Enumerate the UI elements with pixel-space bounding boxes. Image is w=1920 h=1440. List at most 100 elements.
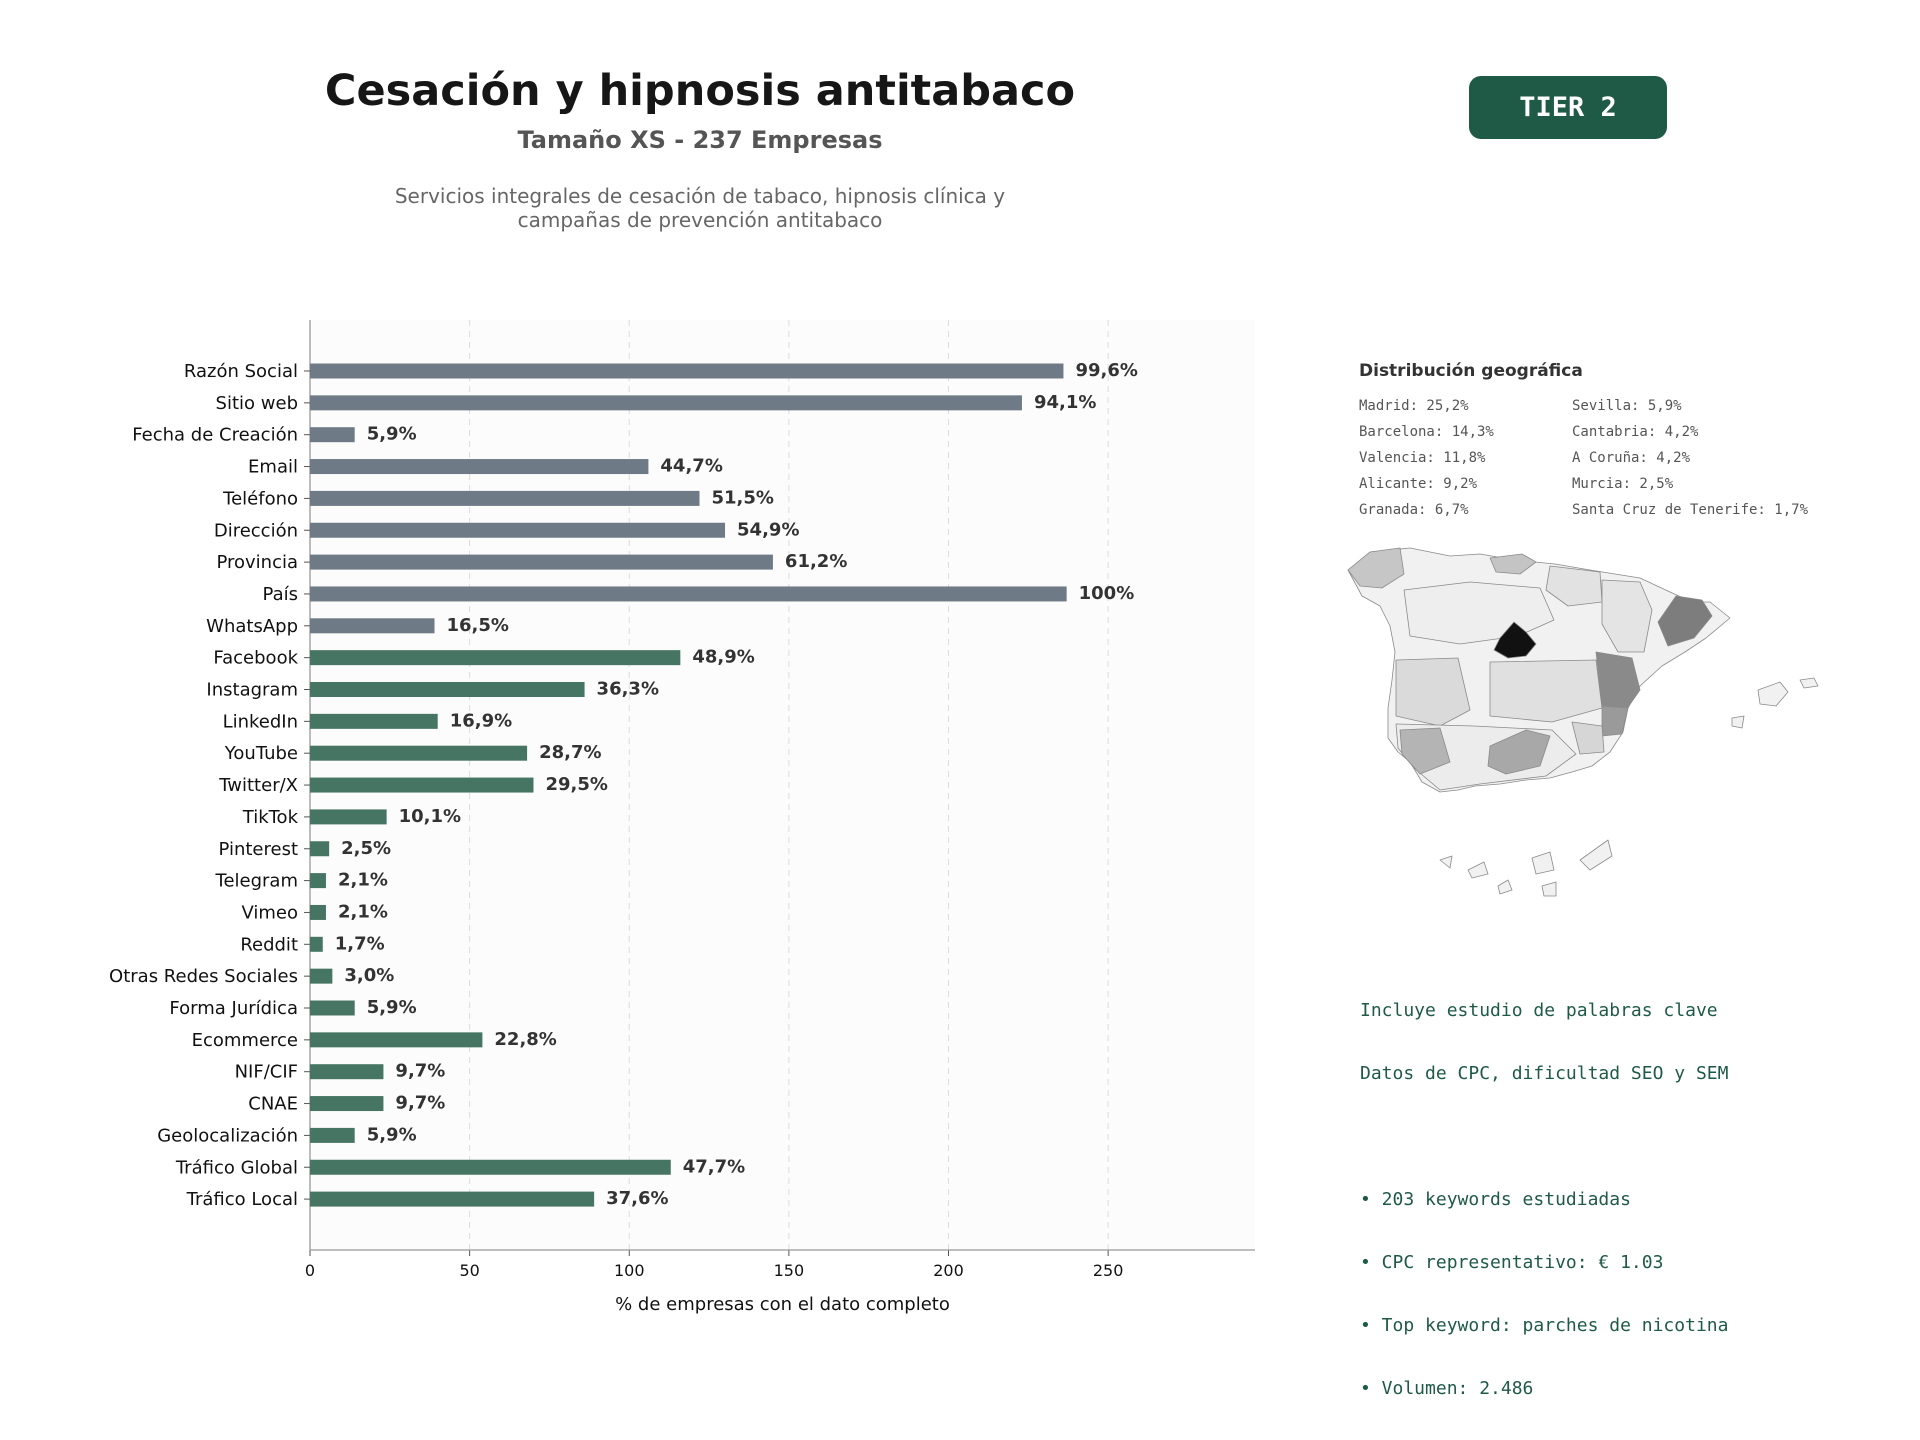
category-label: TikTok [242, 807, 299, 828]
data-label: 2,1% [338, 870, 388, 891]
data-label: 37,6% [606, 1188, 668, 1209]
geo-item: Cantabria: 4,2% [1572, 424, 1699, 440]
map-region-north-interior [1545, 565, 1603, 607]
page-subtitle: Tamaño XS - 237 Empresas [517, 126, 883, 154]
category-label: Forma Jurídica [169, 998, 298, 1019]
category-label: Teléfono [222, 488, 298, 509]
data-label: 3,0% [344, 965, 394, 986]
bar [310, 904, 326, 920]
bar [310, 873, 326, 889]
map-balearic-mallorca [1757, 681, 1789, 707]
map-region-catalonia [1657, 595, 1713, 647]
data-label: 9,7% [395, 1093, 445, 1114]
data-label: 10,1% [399, 806, 461, 827]
category-label: Sitio web [216, 393, 298, 414]
map-region-extremadura [1395, 657, 1471, 727]
category-label: Tráfico Local [186, 1189, 298, 1210]
data-label: 61,2% [785, 551, 847, 572]
keywords-bullet: • Volumen: 2.486 [1360, 1378, 1534, 1399]
data-label: 29,5% [545, 774, 607, 795]
bar [310, 395, 1022, 411]
bar [310, 745, 528, 761]
bar [310, 427, 355, 443]
bar [310, 1000, 355, 1016]
category-label: Razón Social [184, 361, 298, 382]
category-label: Fecha de Creación [132, 425, 298, 446]
map-region-murcia [1571, 721, 1605, 755]
geo-title: Distribución geográfica [1359, 361, 1583, 381]
tier-badge: TIER 2 [1469, 76, 1667, 139]
geo-item: A Coruña: 4,2% [1572, 450, 1691, 466]
keywords-info: Incluye estudio de palabras clave Datos … [1360, 958, 1880, 1420]
category-label: LinkedIn [223, 711, 298, 732]
bar [310, 618, 435, 634]
description-line-2: campañas de prevención antitabaco [517, 208, 883, 232]
map-canary-1 [1439, 855, 1453, 869]
map-region-alicante [1601, 705, 1629, 737]
data-label: 22,8% [494, 1029, 556, 1050]
category-label: CNAE [248, 1094, 298, 1115]
x-tick-label: 100 [614, 1261, 645, 1280]
map-balearic-ibiza [1731, 715, 1745, 729]
category-label: Otras Redes Sociales [109, 966, 298, 987]
data-label: 1,7% [335, 933, 385, 954]
bar [310, 522, 726, 538]
keywords-line-2: Datos de CPC, dificultad SEO y SEM [1360, 1063, 1729, 1084]
category-label: NIF/CIF [235, 1062, 298, 1083]
geo-item: Barcelona: 14,3% [1359, 424, 1494, 440]
keywords-bullet: • Top keyword: parches de nicotina [1360, 1315, 1729, 1336]
geo-item: Granada: 6,7% [1359, 502, 1469, 518]
bar [310, 650, 681, 666]
geo-item: Sevilla: 5,9% [1572, 398, 1682, 414]
x-axis-label: % de empresas con el dato completo [615, 1294, 950, 1315]
category-label: YouTube [224, 743, 298, 764]
data-label: 2,1% [338, 901, 388, 922]
data-label: 44,7% [660, 456, 722, 477]
map-canary-4 [1531, 851, 1555, 875]
x-tick-label: 250 [1093, 1261, 1124, 1280]
geo-item: Alicante: 9,2% [1359, 476, 1478, 492]
data-label: 94,1% [1034, 392, 1096, 413]
map-balearic-menorca [1799, 677, 1819, 689]
category-label: Twitter/X [218, 775, 298, 796]
map-region-castile-la-mancha [1489, 659, 1603, 723]
bar [310, 363, 1064, 379]
map-region-cantabria [1489, 553, 1537, 575]
bar [310, 682, 585, 697]
category-label: Email [248, 457, 298, 478]
bar [310, 1096, 384, 1112]
x-tick-label: 50 [459, 1261, 479, 1280]
x-tick-label: 200 [933, 1261, 964, 1280]
data-label: 16,9% [450, 710, 512, 731]
bar [310, 1159, 671, 1175]
data-label: 5,9% [367, 1124, 417, 1145]
page-title: Cesación y hipnosis antitabaco [324, 66, 1076, 116]
bar [310, 777, 534, 793]
map-region-aragon [1601, 579, 1653, 653]
data-label: 47,7% [683, 1156, 745, 1177]
map-region-madrid [1493, 621, 1537, 659]
category-label: Dirección [214, 520, 298, 541]
data-label: 51,5% [711, 487, 773, 508]
keywords-bullet: • CPC representativo: € 1.03 [1360, 1252, 1664, 1273]
bar [310, 459, 649, 475]
category-label: Telegram [215, 871, 298, 892]
bar [310, 554, 773, 570]
map-region-galicia-north [1347, 547, 1405, 589]
map-region-sevilla [1399, 727, 1451, 775]
keywords-line-1: Incluye estudio de palabras clave [1360, 1000, 1718, 1021]
data-label: 99,6% [1075, 360, 1137, 381]
data-label: 5,9% [367, 424, 417, 445]
bar [310, 841, 330, 857]
map-canary-6 [1579, 839, 1613, 871]
map-canary-5 [1541, 881, 1557, 897]
keywords-bullet: • 203 keywords estudiadas [1360, 1189, 1631, 1210]
bar [310, 1127, 355, 1143]
category-label: Provincia [216, 552, 298, 573]
spain-choropleth-map [1347, 547, 1819, 897]
category-label: País [263, 584, 298, 605]
data-label: 36,3% [597, 679, 659, 700]
category-label: Tráfico Global [175, 1157, 298, 1178]
category-label: WhatsApp [206, 616, 298, 637]
data-label: 9,7% [395, 1061, 445, 1082]
